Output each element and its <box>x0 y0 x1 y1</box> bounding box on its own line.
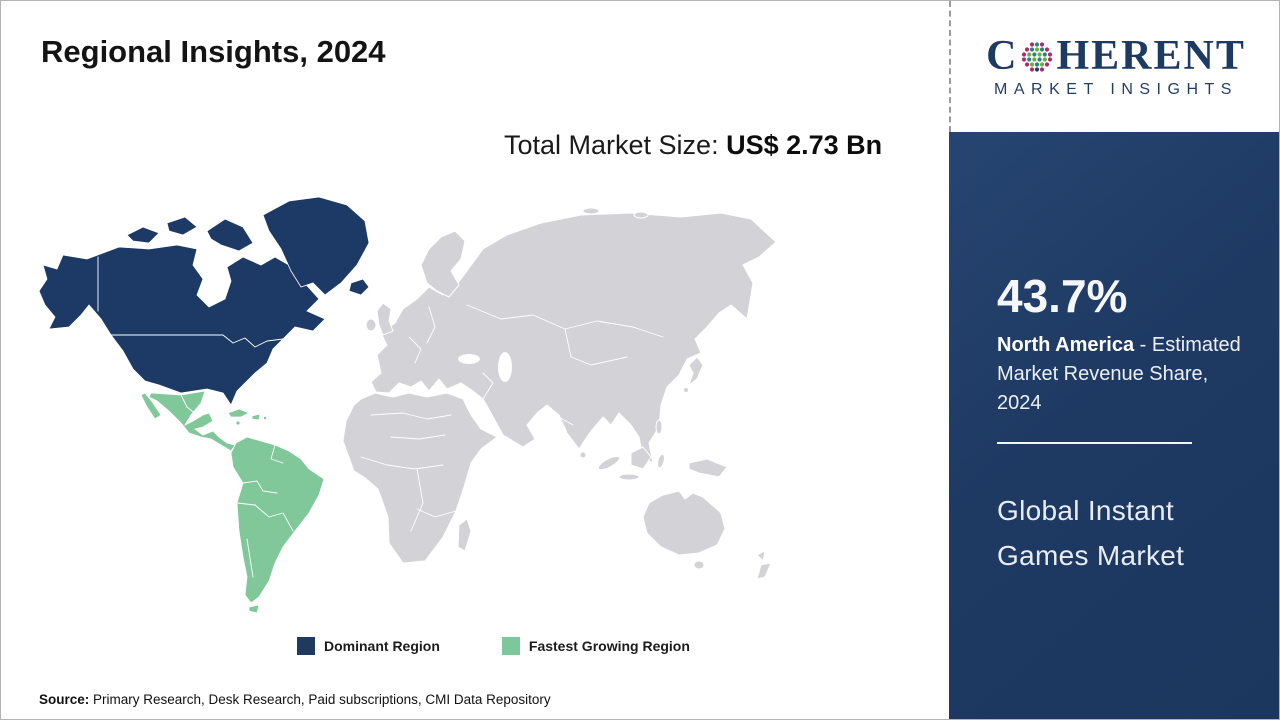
source-text: Primary Research, Desk Research, Paid su… <box>89 692 551 707</box>
stats-sidebar: 43.7% North America - Estimated Market R… <box>949 132 1279 719</box>
legend-label-dominant: Dominant Region <box>324 638 440 654</box>
stats-sidebar-content: 43.7% North America - Estimated Market R… <box>949 132 1279 578</box>
brand-letters-rest: HERENT <box>1056 32 1246 79</box>
legend-swatch-dominant <box>297 637 315 655</box>
page-title: Regional Insights, 2024 <box>41 34 386 69</box>
sidebar-divider <box>997 442 1192 444</box>
legend-item-dominant: Dominant Region <box>297 637 440 655</box>
brand-letter-c: C <box>986 32 1019 79</box>
source-label: Source: <box>39 692 90 707</box>
map-region-north-america <box>38 196 370 406</box>
report-title: Global Instant Games Market <box>997 495 1185 571</box>
map-region-latin-america <box>140 390 325 614</box>
total-market-size: Total Market Size: US$ 2.73 Bn <box>504 125 899 165</box>
world-map <box>31 187 941 629</box>
share-region: North America <box>997 334 1135 356</box>
legend-label-fastest: Fastest Growing Region <box>528 638 690 654</box>
world-map-svg <box>38 196 777 614</box>
legend-item-fastest: Fastest Growing Region <box>501 637 690 655</box>
share-value: 43.7% <box>997 270 1128 322</box>
brand-tagline: MARKET INSIGHTS <box>994 80 1238 98</box>
total-market-size-value: US$ 2.73 Bn <box>726 130 883 160</box>
dotted-globe-icon <box>1022 41 1053 72</box>
legend-swatch-fastest <box>501 637 520 655</box>
map-region-rest-of-world <box>342 207 777 580</box>
map-legend: Dominant Region Fastest Growing Region <box>297 637 690 655</box>
total-market-size-label: Total Market Size: <box>504 130 727 160</box>
share-description: North America - Estimated Market Revenue… <box>997 331 1242 418</box>
source-line: Source: Primary Research, Desk Research,… <box>39 692 551 707</box>
share-description-rest: - Estimated Market Revenue Share, 2024 <box>997 334 1241 414</box>
brand-logo: C HERENT MARKET INSIGHTS <box>949 1 1279 132</box>
brand-logo-wordmark: C HERENT <box>986 35 1246 77</box>
